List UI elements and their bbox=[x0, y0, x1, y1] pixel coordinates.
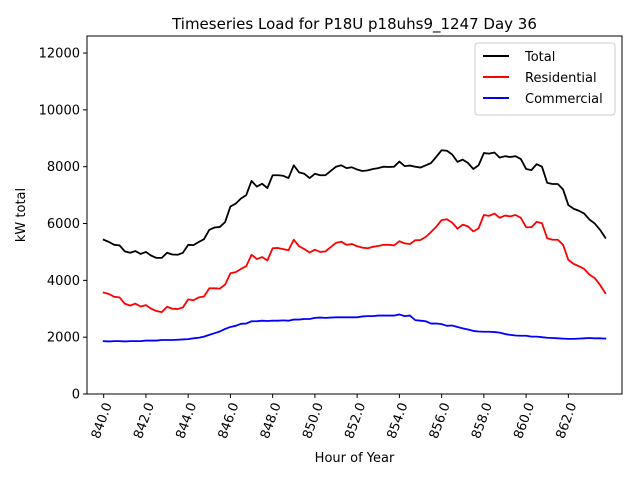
legend-box bbox=[474, 42, 616, 116]
series-line-commercial bbox=[102, 313, 607, 343]
y-axis: 0 2000 4000 6000 8000 10000 12000 bbox=[39, 47, 87, 403]
legend-label-residential: Residential bbox=[525, 71, 597, 86]
chart-title: Timeseries Load for P18U p18uhs9_1247 Da… bbox=[171, 15, 537, 34]
series-layer bbox=[102, 149, 607, 343]
y-axis-label: kW total bbox=[14, 188, 29, 242]
y-tick-label: 12000 bbox=[39, 47, 80, 62]
x-axis-label: Hour of Year bbox=[315, 451, 395, 466]
axes-frame bbox=[86, 35, 623, 395]
series-line-residential bbox=[102, 212, 607, 314]
y-tick-label: 2000 bbox=[47, 331, 80, 346]
y-tick-label: 10000 bbox=[39, 103, 80, 118]
legend-label-commercial: Commercial bbox=[525, 92, 603, 107]
legend: Total Residential Commercial bbox=[474, 42, 616, 116]
y-tick-label: 4000 bbox=[47, 274, 80, 289]
y-tick-label: 6000 bbox=[47, 217, 80, 232]
y-tick-label: 8000 bbox=[47, 160, 80, 175]
legend-label-total: Total bbox=[524, 50, 555, 65]
y-tick-label: 0 bbox=[72, 388, 80, 403]
series-line-total bbox=[102, 149, 607, 259]
